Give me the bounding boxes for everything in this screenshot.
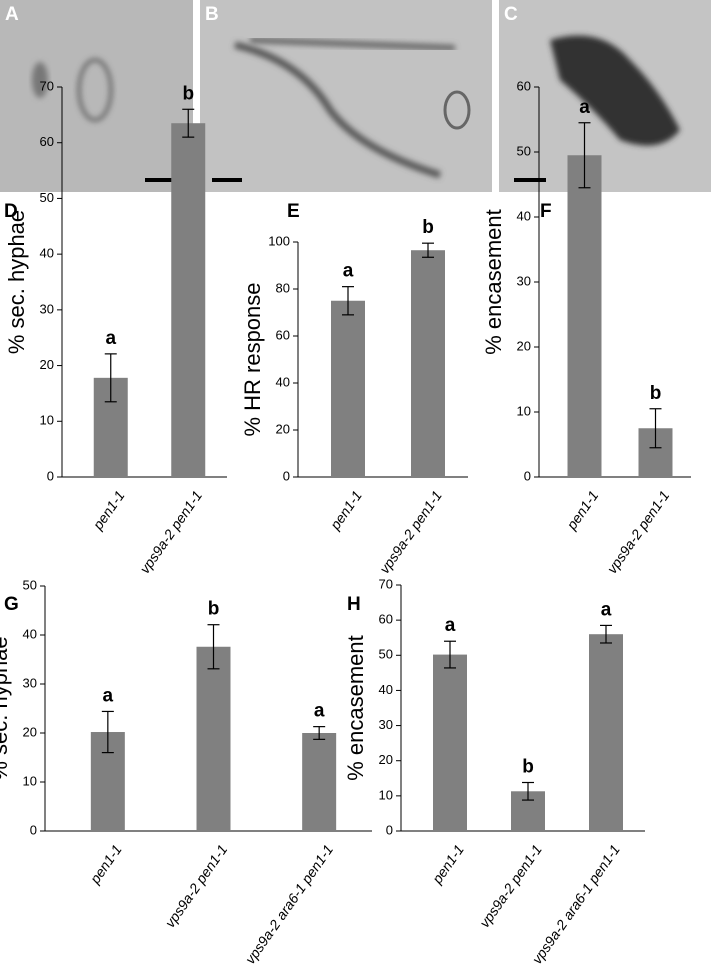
micrograph-b: B [200,0,492,192]
bar [433,654,467,831]
x-tick-label: vps9a-2 pen1-1 [476,842,545,931]
x-tick-label: pen1-1 [428,842,467,888]
y-tick-label: 30 [379,717,393,732]
y-tick-label: 10 [40,413,54,428]
error-bar [522,781,534,801]
y-tick-label: 40 [276,374,290,389]
y-tick-label: 20 [379,752,393,767]
y-tick-label: 0 [30,822,37,837]
y-tick-label: 30 [23,675,37,690]
error-bar [649,408,662,449]
x-tick-label: vps9a-2 ara6-1 pen1-1 [242,842,336,967]
y-tick-label: 0 [283,468,290,483]
y-tick-label: 60 [517,78,531,93]
error-bar [104,353,117,403]
y-tick-label: 40 [379,682,393,697]
y-tick-label: 0 [386,822,393,837]
y-tick-label: 10 [517,403,531,418]
x-tick-label: pen1-1 [326,488,365,534]
y-tick-label: 30 [40,301,54,316]
x-tick-label: vps9a-2 ara6-1 pen1-1 [529,842,623,967]
y-axis-label: % sec. hyphae [0,636,12,780]
micrograph-a: A [0,0,193,192]
significance-letter: b [208,599,220,620]
y-tick-label: 20 [40,357,54,372]
x-tick-label: pen1-1 [89,488,128,534]
y-tick-label: 60 [379,612,393,627]
bar [302,733,337,831]
y-tick-label: 50 [517,143,531,158]
bar [589,634,623,831]
significance-letter: a [343,261,354,282]
panel-letter: B [205,4,219,25]
error-bar [600,624,612,644]
error-bar [182,108,195,138]
panel-letter: H [347,594,361,615]
y-axis-label: % encasement [481,209,506,355]
y-tick-label: 0 [47,468,54,483]
x-tick-label: vps9a-2 pen1-1 [136,488,205,577]
y-tick-label: 30 [517,273,531,288]
panel-letter: G [4,594,19,615]
bar [567,155,602,477]
panel-letter: A [5,4,19,25]
significance-letter: a [105,328,116,349]
y-axis-label: % HR response [240,282,265,436]
error-bar [422,242,434,258]
panel-letter: F [540,201,552,222]
y-tick-label: 20 [23,724,37,739]
panel-letter: D [4,201,18,222]
significance-letter: a [601,599,612,620]
significance-letter: a [445,615,456,636]
y-tick-label: 0 [524,468,531,483]
x-tick-label: pen1-1 [86,842,125,888]
y-tick-label: 100 [268,233,290,248]
error-bar [578,122,591,189]
y-tick-label: 60 [276,327,290,342]
y-tick-label: 10 [379,787,393,802]
bar [331,300,365,477]
y-tick-label: 80 [276,280,290,295]
y-tick-label: 50 [40,190,54,205]
bar [196,646,231,831]
error-bar [207,624,220,670]
error-bar [313,726,326,740]
significance-letter: a [314,701,325,722]
x-tick-label: vps9a-2 pen1-1 [376,488,445,577]
y-tick-label: 50 [23,577,37,592]
y-tick-label: 20 [517,338,531,353]
y-tick-label: 10 [23,773,37,788]
y-tick-label: 50 [379,647,393,662]
micrograph-c: C [499,0,711,192]
significance-letter: a [579,97,590,118]
error-bar [444,640,456,669]
significance-letter: b [182,83,194,104]
error-bar [342,286,354,316]
bar [411,250,445,477]
y-axis-label: % encasement [343,635,368,781]
y-tick-label: 20 [276,421,290,436]
x-tick-label: pen1-1 [563,488,602,534]
x-tick-label: vps9a-2 pen1-1 [162,842,231,931]
significance-letter: a [103,685,114,706]
bar [171,123,206,477]
panel-letter: E [287,201,300,222]
y-tick-label: 60 [40,134,54,149]
significance-letter: b [522,757,534,778]
error-bar [101,710,114,754]
y-tick-label: 40 [23,626,37,641]
y-axis-label: % sec. hyphae [4,210,29,354]
y-tick-label: 70 [40,78,54,93]
y-tick-label: 40 [40,246,54,261]
y-tick-label: 70 [379,576,393,591]
significance-letter: b [650,383,662,404]
panel-letter: C [504,4,518,25]
significance-letter: b [422,217,434,238]
y-tick-label: 40 [517,208,531,223]
x-tick-label: vps9a-2 pen1-1 [604,488,673,577]
